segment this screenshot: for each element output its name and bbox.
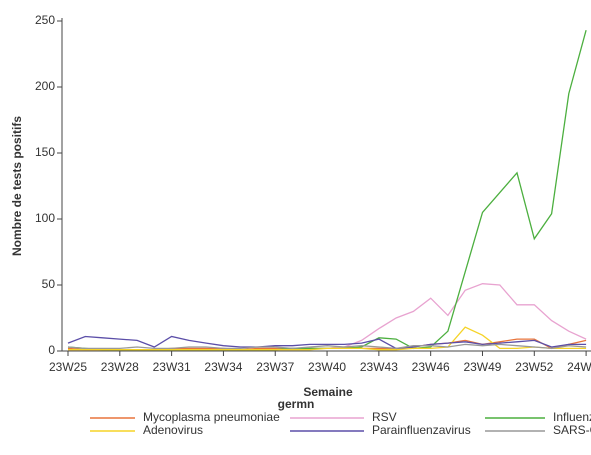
x-tick-label: 23W49 xyxy=(463,360,501,374)
x-tick-label: 23W34 xyxy=(204,360,242,374)
legend-label: Adenovirus xyxy=(143,423,203,437)
x-tick-label: 23W40 xyxy=(308,360,346,374)
y-axis-label: Nombre de tests positifs xyxy=(10,116,24,256)
series-line xyxy=(67,343,587,350)
legend-label: SARS-CoV-2 xyxy=(553,423,591,437)
x-tick-label: 23W46 xyxy=(412,360,450,374)
x-tick-label: 24W03 xyxy=(567,360,591,374)
x-axis-label: Semaine xyxy=(303,385,353,399)
series-line xyxy=(67,335,587,350)
series-line xyxy=(68,326,587,351)
legend-label: Influenza xyxy=(553,410,591,424)
y-tick-label: 250 xyxy=(35,13,55,27)
x-tick-label: 23W37 xyxy=(256,360,294,374)
series-line xyxy=(67,30,587,351)
y-tick-label: 100 xyxy=(35,211,55,225)
y-tick-label: 150 xyxy=(35,145,55,159)
legend-label: RSV xyxy=(372,410,397,424)
y-tick-label: 0 xyxy=(48,343,55,357)
x-tick-label: 23W25 xyxy=(49,360,87,374)
legend-title: germn xyxy=(278,397,315,411)
legend-label: Parainfluenzavirus xyxy=(372,423,471,437)
x-tick-label: 23W28 xyxy=(101,360,139,374)
y-tick-label: 200 xyxy=(35,79,55,93)
x-tick-label: 23W43 xyxy=(360,360,398,374)
y-tick-label: 50 xyxy=(42,277,56,291)
x-tick-label: 23W31 xyxy=(153,360,191,374)
legend-label: Mycoplasma pneumoniae xyxy=(143,410,280,424)
x-tick-label: 23W52 xyxy=(515,360,553,374)
